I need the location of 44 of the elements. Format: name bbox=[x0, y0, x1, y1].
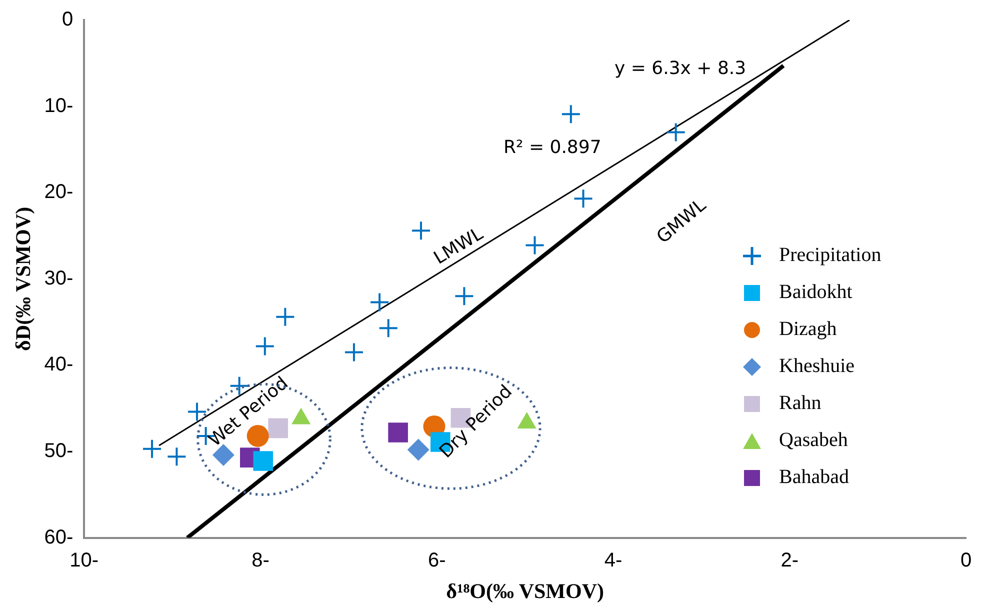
y-tick-label: 20- bbox=[44, 181, 74, 204]
legend-label: Dizagh bbox=[779, 318, 837, 342]
point bbox=[378, 318, 398, 338]
point bbox=[268, 418, 288, 438]
annotation: R² = 0.897 bbox=[504, 137, 602, 158]
point bbox=[253, 451, 274, 471]
point bbox=[212, 444, 234, 466]
point bbox=[142, 438, 162, 459]
legend-label: Kheshuie bbox=[779, 355, 855, 378]
x-tick-label: 10- bbox=[70, 549, 99, 572]
point bbox=[454, 286, 474, 306]
legend-label: Bahabad bbox=[779, 466, 849, 490]
x-axis-title: δ¹⁸O(‰ VSMOV) bbox=[446, 578, 604, 603]
x-tick-label: 0 bbox=[960, 549, 972, 572]
point bbox=[275, 306, 296, 327]
point bbox=[186, 402, 207, 422]
point bbox=[573, 188, 594, 209]
point bbox=[370, 292, 390, 312]
point bbox=[410, 220, 431, 241]
y-tick-label: 50- bbox=[44, 440, 74, 462]
point bbox=[388, 422, 408, 442]
y-tick-label: 30- bbox=[44, 267, 74, 290]
point bbox=[344, 342, 364, 362]
y-tick-label: 0 bbox=[62, 8, 74, 31]
point bbox=[666, 122, 686, 142]
x-tick-label: 4- bbox=[604, 549, 622, 572]
y-tick-label: 10- bbox=[44, 94, 74, 117]
y-tick-label: 60- bbox=[44, 526, 74, 548]
y-tick-label: 40- bbox=[44, 354, 74, 376]
legend-label: Rahn bbox=[779, 392, 822, 416]
annotation: y = 6.3x + 8.3 bbox=[614, 58, 746, 79]
x-tick-label: 2- bbox=[780, 549, 799, 572]
point bbox=[254, 336, 275, 356]
x-tick-label: 6- bbox=[428, 549, 446, 572]
legend-label: Qasabeh bbox=[779, 429, 848, 452]
y-axis-title: δD(‰ VSMOV) bbox=[11, 206, 36, 351]
point bbox=[166, 446, 187, 467]
point bbox=[407, 438, 430, 461]
point bbox=[560, 104, 581, 124]
x-tick-label: 8- bbox=[252, 549, 270, 572]
legend-label: Precipitation bbox=[779, 244, 882, 268]
legend-label: Baidokht bbox=[779, 281, 852, 304]
point bbox=[246, 424, 269, 447]
point bbox=[524, 235, 545, 256]
